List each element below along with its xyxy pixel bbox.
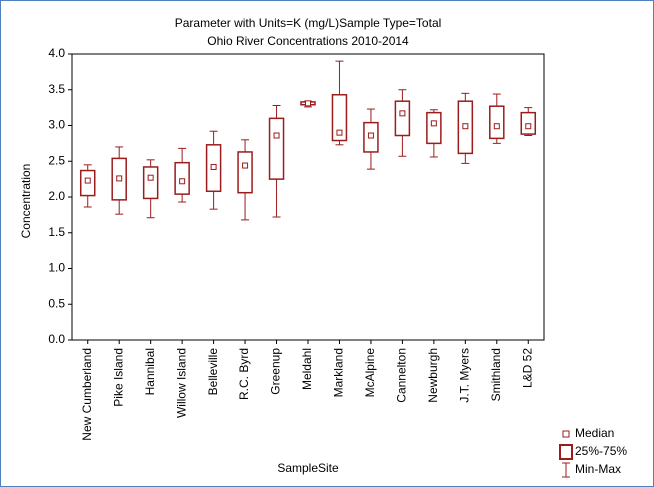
chart-title: Parameter with Units=K (mg/L)Sample Type… (175, 16, 442, 30)
box (268, 117, 285, 180)
y-tick-label: 0.0 (48, 332, 65, 346)
median-marker (273, 132, 280, 139)
x-tick-label: Willow Island (174, 348, 188, 418)
legend-label: Median (575, 426, 614, 440)
y-tick-label: 2.0 (48, 189, 65, 203)
median-marker (399, 110, 406, 117)
x-tick-label: Cannelton (395, 348, 409, 403)
median-marker (367, 132, 374, 139)
median-marker (84, 177, 91, 184)
x-tick-label: Hannibal (143, 348, 157, 395)
y-axis-label: Concentration (19, 164, 33, 239)
x-tick-label: Newburgh (426, 348, 440, 403)
y-tick-label: 1.0 (48, 261, 65, 275)
box (426, 111, 442, 145)
legend-median-icon (562, 430, 570, 438)
x-tick-label: R.C. Byrd (237, 348, 251, 400)
box (331, 94, 348, 142)
median-marker (525, 123, 532, 130)
x-tick-label: Greenup (269, 348, 283, 395)
y-tick-label: 3.0 (48, 118, 65, 132)
median-marker (147, 174, 154, 181)
median-marker (116, 175, 123, 182)
x-tick-label: Smithland (489, 348, 503, 401)
x-tick-label: L&D 52 (520, 348, 534, 388)
x-tick-label: Pike Island (111, 348, 125, 407)
median-marker (305, 100, 311, 107)
chart-subtitle: Ohio River Concentrations 2010-2014 (207, 34, 409, 48)
box (394, 100, 411, 137)
box (142, 166, 159, 200)
legend-box-icon (559, 444, 573, 460)
median-marker (462, 123, 469, 130)
y-tick-label: 1.5 (48, 225, 65, 239)
y-tick-label: 4.0 (48, 46, 65, 60)
median-marker (430, 120, 437, 127)
x-axis-label: SampleSite (277, 461, 339, 475)
x-tick-label: McAlpine (363, 348, 377, 398)
median-marker (242, 162, 249, 169)
legend-label: Min-Max (575, 462, 621, 476)
x-tick-label: New Cumberland (80, 348, 94, 441)
box (237, 151, 253, 194)
x-tick-label: J.T. Myers (458, 348, 472, 403)
y-tick-label: 0.5 (48, 296, 65, 310)
median-marker (493, 123, 500, 130)
y-tick-label: 2.5 (48, 153, 65, 167)
median-marker (210, 163, 217, 170)
x-tick-label: Belleville (206, 348, 220, 396)
median-marker (179, 178, 186, 185)
x-tick-label: Meldahl (300, 348, 314, 390)
median-marker (336, 129, 343, 136)
x-tick-label: Markland (332, 348, 346, 397)
y-tick-label: 3.5 (48, 82, 65, 96)
legend-label: 25%-75% (575, 444, 627, 458)
box (489, 105, 505, 140)
